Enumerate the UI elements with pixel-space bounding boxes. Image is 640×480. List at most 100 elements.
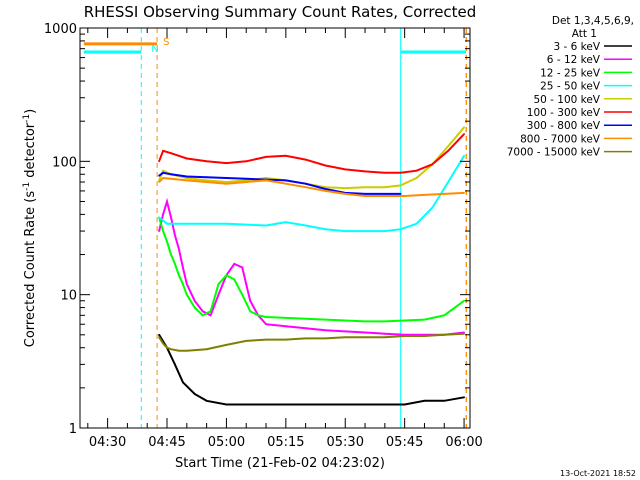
y-axis-label-mid: detector <box>23 122 38 182</box>
series-point-7-8 <box>284 182 287 185</box>
legend-header-line1: Det 1,3,4,5,6,9, <box>552 15 634 27</box>
series-point-3-10 <box>364 230 366 233</box>
series-point-6-13 <box>383 193 386 195</box>
series-point-0-8 <box>304 403 307 406</box>
series-point-5-14 <box>399 171 402 174</box>
series-point-3-14 <box>431 206 434 209</box>
series-point-3-2 <box>166 222 168 225</box>
y-axis-label-exp1: -1 <box>22 182 32 191</box>
series-point-1-5 <box>178 248 180 250</box>
series-point-3-3 <box>185 222 188 225</box>
x-tick-label-6: 06:00 <box>445 435 482 450</box>
series-point-1-0 <box>158 230 161 233</box>
series-point-7-16 <box>443 193 446 195</box>
series-point-1-13 <box>233 263 236 265</box>
series-point-2-1 <box>162 230 165 233</box>
series-point-2-23 <box>383 320 386 323</box>
series-point-1-16 <box>249 299 252 302</box>
series-line-2 <box>158 217 465 323</box>
series-point-2-22 <box>364 320 366 323</box>
series-point-6-8 <box>284 179 287 182</box>
legend-label-1: 6 - 12 keV <box>547 54 601 66</box>
series-line-8 <box>158 332 465 352</box>
series-point-1-19 <box>284 325 287 328</box>
series-point-1-15 <box>245 283 248 285</box>
series-point-3-0 <box>158 216 161 219</box>
y-axis-label-main: Corrected Count Rate (s <box>23 191 38 348</box>
series-point-4-14 <box>399 184 402 187</box>
series-point-4-18 <box>463 126 465 129</box>
series-point-8-7 <box>225 344 228 346</box>
series-point-8-13 <box>344 336 347 339</box>
series-point-2-5 <box>178 274 180 277</box>
series-point-5-15 <box>415 169 418 172</box>
series-point-2-2 <box>166 240 168 243</box>
series-point-5-10 <box>324 164 327 167</box>
series-point-2-12 <box>225 274 228 277</box>
flag-label-N: N <box>151 44 158 55</box>
series-point-8-1 <box>162 342 165 345</box>
series-point-2-25 <box>423 318 426 321</box>
series-point-5-16 <box>431 163 434 166</box>
series-point-7-15 <box>423 194 426 196</box>
series-point-6-4 <box>205 176 208 179</box>
series-point-3-6 <box>284 221 287 224</box>
series-point-1-20 <box>304 327 307 330</box>
series-point-2-16 <box>257 314 259 317</box>
series-point-1-8 <box>193 299 196 302</box>
series-point-3-16 <box>463 154 465 157</box>
series-point-5-1 <box>162 149 165 152</box>
series-point-5-17 <box>447 149 450 152</box>
series-point-2-7 <box>185 293 188 296</box>
series-point-1-10 <box>209 314 212 317</box>
series-point-2-21 <box>344 319 347 322</box>
series-point-8-15 <box>383 336 386 339</box>
series-point-0-12 <box>423 399 426 402</box>
series-point-6-2 <box>170 173 172 176</box>
series-point-3-13 <box>415 222 418 225</box>
legend-label-5: 100 - 300 keV <box>527 107 601 119</box>
series-point-5-0 <box>158 160 161 163</box>
series-line-4 <box>158 126 465 190</box>
series-point-1-22 <box>344 330 347 333</box>
series-point-1-2 <box>166 200 168 203</box>
x-tick-label-1: 04:45 <box>148 435 185 450</box>
legend-header-line2: Att 1 <box>572 28 597 40</box>
legend-label-6: 300 - 800 keV <box>527 120 601 132</box>
series-point-2-10 <box>209 310 212 313</box>
series-point-6-6 <box>245 177 248 180</box>
series-point-0-13 <box>443 399 446 402</box>
series-point-5-11 <box>344 168 347 171</box>
series-point-4-1 <box>162 169 165 172</box>
series-point-2-3 <box>170 253 172 256</box>
series-point-5-4 <box>205 160 208 163</box>
series-point-5-12 <box>364 170 366 173</box>
series-point-7-9 <box>304 186 307 189</box>
series-point-8-8 <box>245 340 248 342</box>
series-point-3-12 <box>399 228 402 231</box>
series-point-5-8 <box>284 154 287 157</box>
series-point-6-3 <box>185 175 188 178</box>
y-axis-label-group: Corrected Count Rate (s-1 detector-1) <box>22 109 38 347</box>
series-point-5-13 <box>383 171 386 174</box>
legend-label-7: 800 - 7000 keV <box>520 133 601 145</box>
series-point-0-7 <box>265 403 267 406</box>
series-point-0-11 <box>403 403 406 406</box>
series-point-8-19 <box>463 332 465 335</box>
series-point-6-14 <box>399 193 402 195</box>
series-point-1-11 <box>217 293 220 296</box>
series-point-7-1 <box>162 177 165 179</box>
x-tick-label-4: 05:30 <box>327 435 364 450</box>
series-point-2-9 <box>201 314 204 317</box>
series-line-0 <box>158 334 465 406</box>
series-point-4-3 <box>185 177 188 179</box>
series-point-2-27 <box>463 299 465 302</box>
series-point-1-23 <box>364 331 366 334</box>
series-point-6-9 <box>304 182 307 185</box>
plot-frame <box>79 27 471 429</box>
series-point-7-12 <box>364 195 366 197</box>
series-point-8-5 <box>185 349 188 352</box>
series-point-8-12 <box>324 337 327 340</box>
series-point-4-11 <box>344 187 347 190</box>
series-point-6-0 <box>158 174 161 177</box>
